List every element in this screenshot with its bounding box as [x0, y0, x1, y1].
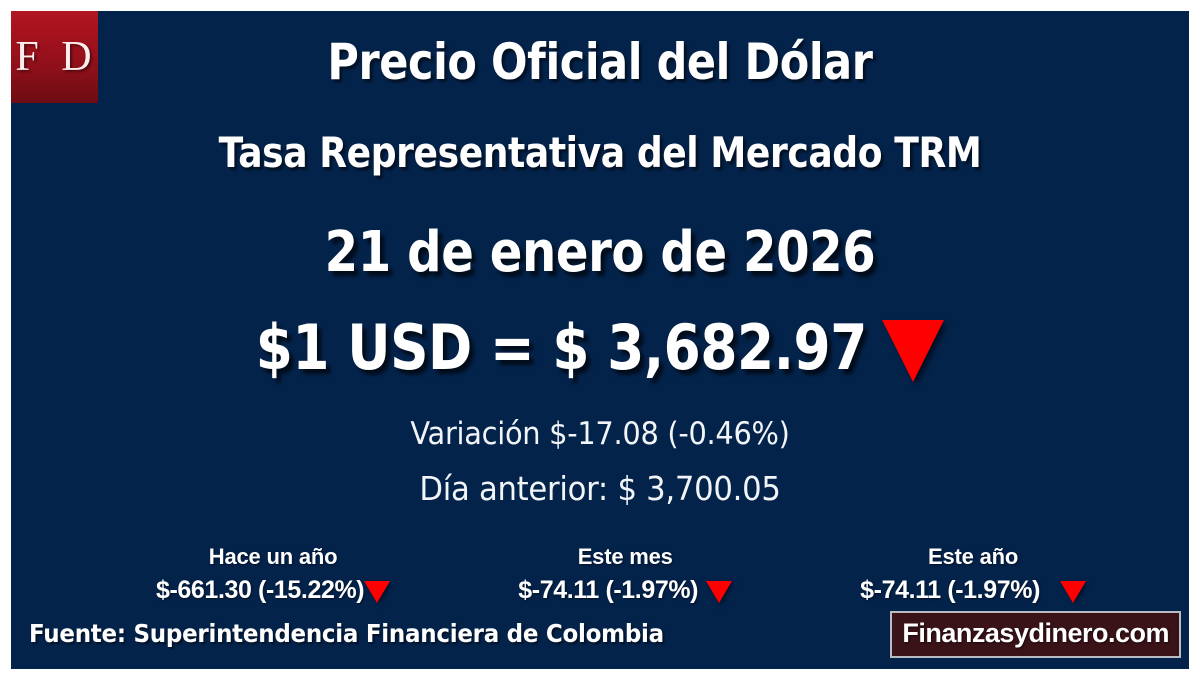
- stat-hace-un-ano: Hace un año $-661.30 (-15.22%): [156, 544, 391, 605]
- stat-value: $-74.11 (-1.97%): [860, 576, 1040, 604]
- footer: Fuente: Superintendencia Financiera de C…: [11, 607, 1189, 669]
- stat-value-row: $-74.11 (-1.97%): [860, 576, 1086, 605]
- stat-este-ano: Este año $-74.11 (-1.97%): [860, 544, 1086, 605]
- variation-text: Variación $-17.08 (-0.46%): [410, 416, 790, 452]
- dollar-rate-card: F D Precio Oficial del Dólar Tasa Repres…: [8, 8, 1192, 672]
- stat-label: Hace un año: [208, 544, 338, 569]
- rate-date: 21 de enero de 2026: [324, 220, 876, 285]
- triangle-down-icon: [882, 319, 945, 382]
- stats-row: Hace un año $-661.30 (-15.22%) Este mes …: [156, 544, 1086, 605]
- stat-value: $-74.11 (-1.97%): [518, 576, 699, 604]
- brand-logo: F D: [11, 11, 98, 103]
- previous-day-text: Día anterior: $ 3,700.05: [419, 469, 781, 508]
- site-badge-text: Finanzasydinero.com: [902, 618, 1169, 648]
- rate-value-text: $1 USD = $ 3,682.97: [255, 311, 868, 384]
- triangle-down-icon: [706, 581, 733, 603]
- stat-value: $-661.30 (-15.22%): [156, 576, 365, 604]
- stat-label: Este año: [928, 544, 1019, 569]
- brand-logo-text: F D: [15, 34, 98, 80]
- stat-este-mes: Este mes $-74.11 (-1.97%): [518, 544, 733, 605]
- rate-headline: $1 USD = $ 3,682.97: [93, 311, 1106, 384]
- triangle-down-icon: [1060, 581, 1086, 603]
- stat-value-row: $-74.11 (-1.97%): [518, 576, 733, 605]
- site-badge: Finanzasydinero.com: [890, 611, 1181, 658]
- stat-label: Este mes: [577, 544, 673, 569]
- stat-value-row: $-661.30 (-15.22%): [156, 576, 391, 605]
- page-title: Precio Oficial del Dólar: [327, 33, 873, 91]
- triangle-down-icon: [364, 581, 391, 603]
- page-subtitle: Tasa Representativa del Mercado TRM: [218, 128, 982, 177]
- source-text: Fuente: Superintendencia Financiera de C…: [29, 619, 664, 648]
